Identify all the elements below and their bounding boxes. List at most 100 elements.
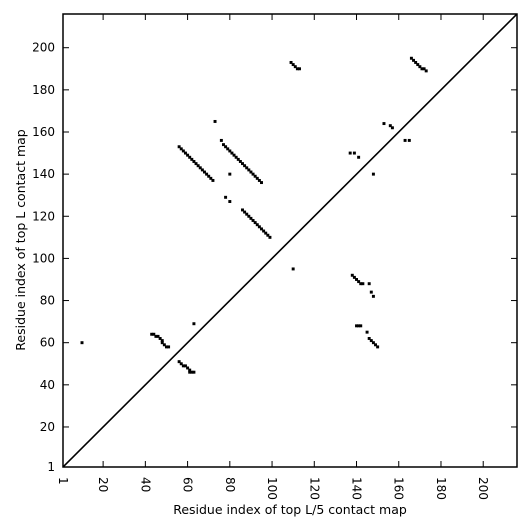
contact-point xyxy=(203,170,206,174)
y-tick-label: 160 xyxy=(32,125,55,139)
contact-point xyxy=(247,214,251,218)
contact-point xyxy=(388,124,392,128)
diagonal-line xyxy=(63,14,517,467)
y-tick-label: 40 xyxy=(40,378,55,392)
contact-point xyxy=(255,223,259,227)
contact-point xyxy=(418,65,422,69)
contact-point xyxy=(365,330,369,334)
contact-point xyxy=(359,282,363,286)
contact-point xyxy=(152,332,156,336)
contact-point xyxy=(350,273,354,277)
contact-point xyxy=(289,60,293,64)
y-tick-label: 60 xyxy=(40,336,55,350)
x-axis-label: Residue index of top L/5 contact map xyxy=(173,502,407,517)
contact-point xyxy=(407,138,411,142)
contact-point xyxy=(403,138,407,142)
contact-point xyxy=(376,345,380,349)
contact-point xyxy=(243,210,247,214)
contact-point xyxy=(232,153,236,157)
contact-point xyxy=(222,143,225,147)
contact-point xyxy=(167,345,171,349)
contact-point xyxy=(295,67,299,71)
contact-point xyxy=(238,160,242,163)
contact-point xyxy=(367,282,371,286)
y-tick-label: 180 xyxy=(32,83,55,97)
axis-ticks: 1 20 40 60 80 100 120 140 160 180 2001204060801001… xyxy=(32,14,517,500)
contact-point xyxy=(422,67,426,71)
contact-point xyxy=(177,145,181,149)
contact-point xyxy=(298,67,301,71)
contact-point xyxy=(390,126,394,130)
contact-point xyxy=(293,65,297,69)
contact-point xyxy=(247,168,251,172)
contact-point xyxy=(198,166,202,170)
contact-point xyxy=(367,336,371,340)
contact-point xyxy=(257,225,261,229)
contact-point xyxy=(224,145,228,149)
contact-point xyxy=(371,172,375,176)
contact-point xyxy=(291,63,295,67)
contact-point xyxy=(181,149,185,153)
y-tick-label: 20 xyxy=(40,420,55,434)
x-tick-label: 140 xyxy=(350,477,364,500)
contact-point xyxy=(236,157,240,161)
contact-point xyxy=(228,200,232,203)
contact-point xyxy=(194,162,198,166)
contact-point xyxy=(188,370,192,374)
contact-point xyxy=(192,322,196,326)
contact-point xyxy=(192,370,196,374)
x-tick-label: 80 xyxy=(223,477,237,492)
contact-point xyxy=(179,362,183,366)
contact-point xyxy=(243,164,247,168)
contact-point xyxy=(266,233,270,237)
y-tick-label: 120 xyxy=(32,209,55,223)
contact-point xyxy=(228,172,232,176)
contact-point xyxy=(374,343,377,347)
contact-point xyxy=(179,147,183,151)
contact-point xyxy=(209,176,213,180)
contact-point xyxy=(80,341,84,345)
y-tick-label: 100 xyxy=(32,251,55,265)
x-tick-label: 120 xyxy=(307,477,321,500)
x-tick-label: 200 xyxy=(476,477,490,500)
contact-point xyxy=(382,122,386,126)
plot-frame xyxy=(62,13,518,468)
contact-point xyxy=(262,229,266,233)
contact-point xyxy=(190,157,194,161)
contact-point xyxy=(228,149,232,153)
contact-point xyxy=(241,162,244,166)
contact-point xyxy=(207,174,211,178)
contact-point xyxy=(200,168,204,172)
contact-point xyxy=(186,366,190,370)
contact-point xyxy=(253,221,257,225)
contact-point xyxy=(268,235,272,239)
contact-point xyxy=(183,151,187,155)
contact-point xyxy=(412,58,416,62)
contact-point xyxy=(211,178,215,182)
contact-point xyxy=(253,174,257,178)
contact-point xyxy=(251,219,255,222)
y-axis-label: Residue index of top L contact map xyxy=(13,129,28,350)
contact-point xyxy=(352,151,356,155)
x-tick-label: 1 xyxy=(56,477,70,485)
contact-point xyxy=(190,370,194,374)
contact-point xyxy=(150,332,154,336)
contact-point xyxy=(361,282,365,286)
contact-point xyxy=(224,195,228,199)
contact-point xyxy=(420,67,424,71)
contact-point xyxy=(257,178,261,182)
contact-point xyxy=(164,345,168,349)
contact-point xyxy=(357,155,361,159)
x-tick-label: 100 xyxy=(265,477,279,500)
contact-points xyxy=(80,56,428,374)
contact-point xyxy=(196,164,200,168)
contact-point xyxy=(371,341,375,345)
contact-point xyxy=(255,176,259,180)
contact-point xyxy=(245,212,249,216)
y-tick-label: 80 xyxy=(40,294,55,308)
x-tick-label: 20 xyxy=(96,477,110,492)
y-tick-label: 200 xyxy=(32,41,55,55)
contact-point xyxy=(352,275,356,279)
contact-point xyxy=(249,170,253,174)
contact-point xyxy=(219,138,223,142)
